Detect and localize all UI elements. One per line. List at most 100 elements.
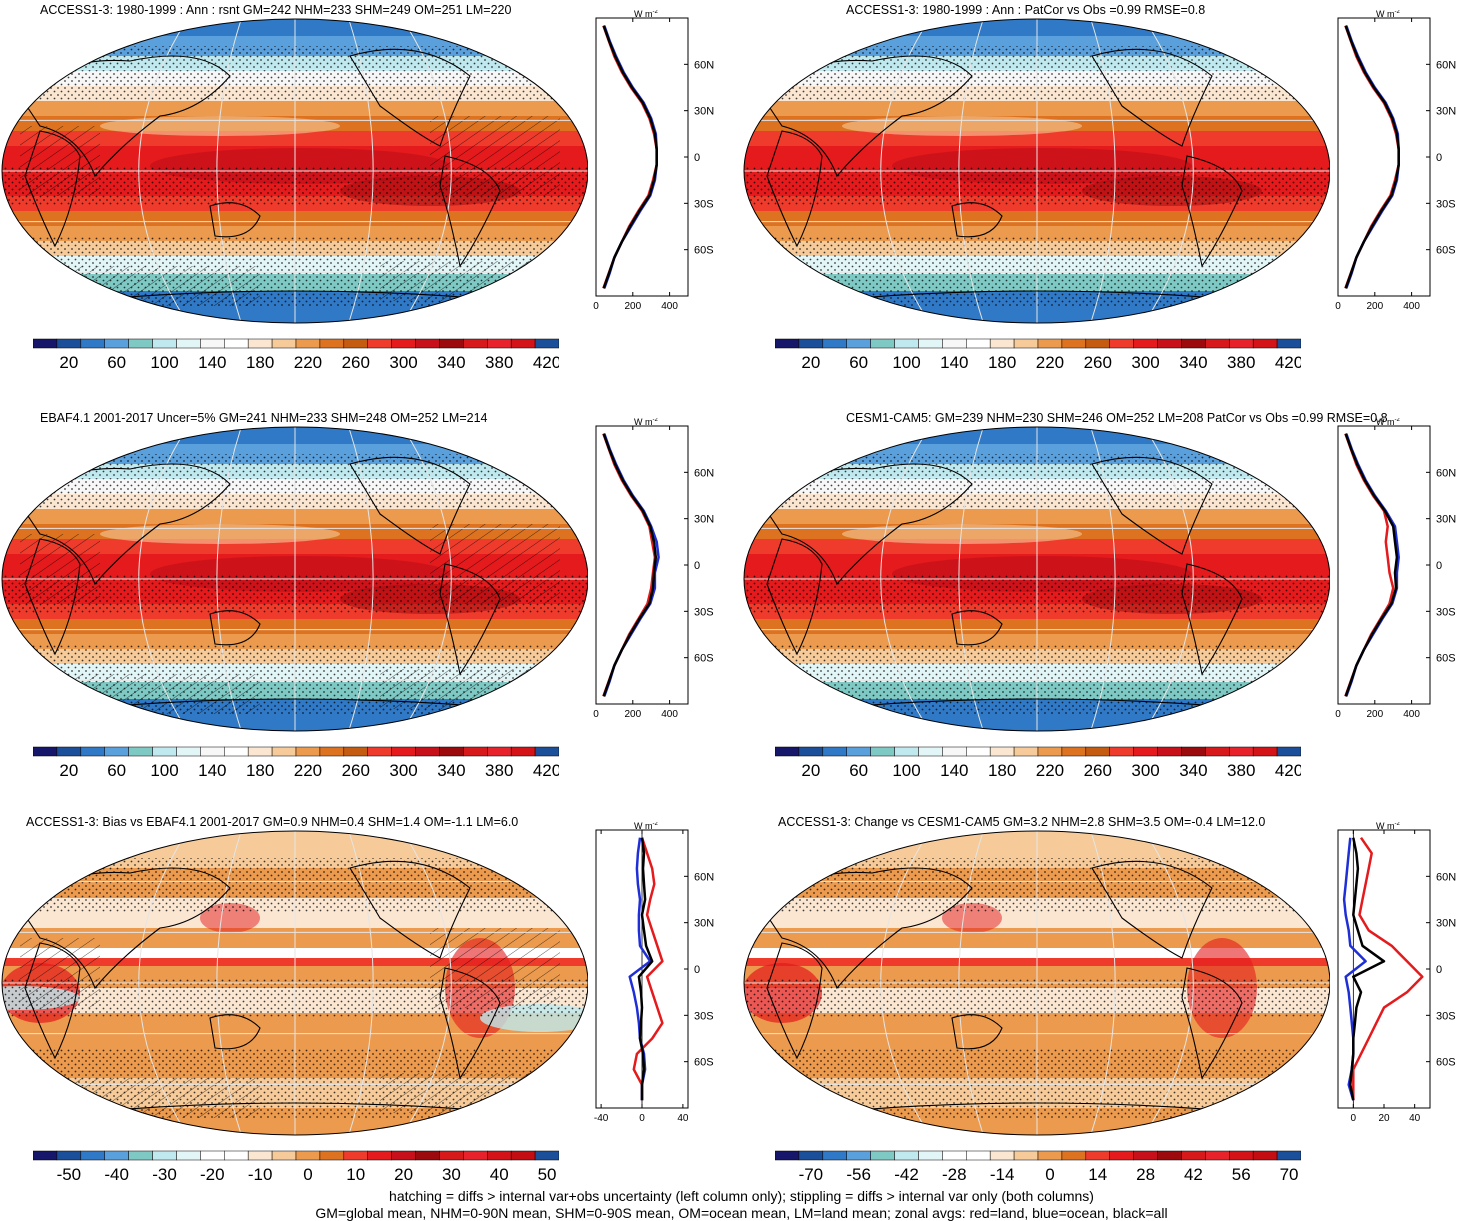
colorbar-label: 140 <box>198 761 226 780</box>
meridian <box>216 427 242 731</box>
y-tick-label: 60S <box>1436 653 1456 665</box>
colorbar-label: 220 <box>1036 353 1064 372</box>
x-tick-label: 0 <box>593 709 599 720</box>
colorbar-swatch <box>271 338 297 349</box>
stipple-region <box>2 858 588 913</box>
y-tick-label: 30N <box>694 918 714 930</box>
colorbar-swatch <box>152 746 177 757</box>
colorbar-label: 100 <box>150 353 178 372</box>
coastline-africa <box>24 942 81 1060</box>
robinson-map <box>1 426 588 732</box>
colorbar-swatch <box>1205 1150 1230 1161</box>
y-tick-label: 60S <box>694 653 714 665</box>
zonal-profile: W m-2 0 200 400 60N 30N 0 30S 60S <box>1335 10 1456 312</box>
y-tick-label: 30S <box>1436 198 1456 210</box>
colorbar-label: 140 <box>940 761 968 780</box>
colorbar-swatch <box>152 1150 177 1161</box>
colorbar-label: 220 <box>294 353 322 372</box>
colorbar-label: 420 <box>533 353 559 372</box>
colorbar-label: 100 <box>150 761 178 780</box>
colorbar-swatch <box>822 338 847 349</box>
profile-frame <box>1337 425 1431 705</box>
y-tick-label: 60S <box>694 245 714 257</box>
colorbar-label: 0 <box>303 1165 312 1184</box>
colorbar-swatch <box>1037 338 1063 349</box>
profile-unit: W m-2 <box>634 10 658 19</box>
meridian <box>958 19 984 323</box>
colorbar-swatch <box>343 1150 368 1161</box>
colorbar-swatch <box>439 338 464 349</box>
colorbar-swatch <box>415 1150 440 1161</box>
colorbar-swatch <box>1229 1150 1254 1161</box>
panel-access-bias: ACCESS1-3: Bias vs EBAF4.1 2001-2017 GM=… <box>0 812 740 1220</box>
colorbar-swatch <box>775 746 800 757</box>
colorbar-swatch <box>1229 338 1254 349</box>
colorbar-swatch <box>367 746 392 757</box>
coastlines <box>761 456 1253 710</box>
y-tick-label: 60N <box>1436 871 1456 883</box>
profile-line-all <box>637 837 654 1101</box>
land-band <box>842 116 1082 136</box>
colorbar-swatch <box>224 1150 249 1161</box>
field-band <box>2 101 588 116</box>
panel-title: CESM1-CAM5: GM=239 NHM=230 SHM=246 OM=25… <box>846 411 1388 425</box>
graticule <box>2 427 588 731</box>
colorbar-swatch <box>1181 746 1206 757</box>
colorbar-swatch <box>80 338 105 349</box>
meridian <box>958 831 984 1135</box>
colorbar-swatch <box>822 1150 847 1161</box>
stipple-region <box>744 574 1330 614</box>
hatch-region <box>380 1073 580 1113</box>
colorbar-swatch <box>463 746 488 757</box>
colorbar-label: 0 <box>1045 1165 1054 1184</box>
x-tick-label: 400 <box>1403 301 1420 312</box>
colorbar-swatch <box>319 338 345 349</box>
colorbar-swatch <box>295 338 321 349</box>
coastline-africa <box>24 130 81 248</box>
colorbar-swatch <box>104 746 129 757</box>
colorbar-label: 20 <box>394 1165 413 1184</box>
profile-unit: W m-2 <box>634 418 658 427</box>
y-tick-label: 60N <box>694 59 714 71</box>
colorbar-label: 180 <box>246 761 274 780</box>
colorbar-label: 140 <box>198 353 226 372</box>
profile-line-land <box>632 837 664 1101</box>
coastline-eurasia <box>19 463 231 586</box>
colorbar-swatch <box>1109 1150 1134 1161</box>
colorbar-label: 300 <box>389 761 417 780</box>
profile-line-all <box>602 433 658 697</box>
colorbar-swatch <box>846 338 871 349</box>
zonal-profile: W m-2 0 200 400 60N 30N 0 30S 60S <box>593 10 714 312</box>
colorbar-swatch <box>1276 1150 1301 1161</box>
colorbar-swatch <box>822 746 847 757</box>
colorbar-swatch <box>247 1150 273 1161</box>
colorbar-swatch <box>487 746 512 757</box>
colorbar-swatch <box>846 746 871 757</box>
coastlines <box>761 860 1253 1114</box>
map-border <box>743 426 1330 732</box>
colorbar-label: 180 <box>988 761 1016 780</box>
colorbar-swatch <box>56 1150 82 1161</box>
colorbar-swatch <box>104 338 129 349</box>
colorbar-label: -42 <box>894 1165 919 1184</box>
graticule <box>744 427 1330 731</box>
colorbar-swatch <box>775 1150 800 1161</box>
x-tick-label: 200 <box>1366 301 1383 312</box>
colorbar-label: 380 <box>1227 353 1255 372</box>
coastline-australia <box>209 1014 261 1050</box>
colorbar-label: 380 <box>485 353 513 372</box>
colorbar-swatch <box>415 746 440 757</box>
colorbar: 20 60 100 140 180 220 260 300 340 380 420 <box>33 338 559 372</box>
colorbar-swatch <box>1037 1150 1063 1161</box>
colorbar-label: -20 <box>200 1165 225 1184</box>
colorbar-swatch <box>391 338 416 349</box>
stipple-region <box>744 1048 1330 1088</box>
panel-title: EBAF4.1 2001-2017 Uncer=5% GM=241 NHM=23… <box>40 411 488 425</box>
graticule <box>2 831 588 1135</box>
colorbar-swatch <box>200 338 225 349</box>
graticule <box>744 19 1330 323</box>
stipple-region <box>744 46 1330 101</box>
field-band <box>744 509 1330 524</box>
colorbar-swatch <box>104 1150 129 1161</box>
coastline-south-america <box>439 563 501 676</box>
